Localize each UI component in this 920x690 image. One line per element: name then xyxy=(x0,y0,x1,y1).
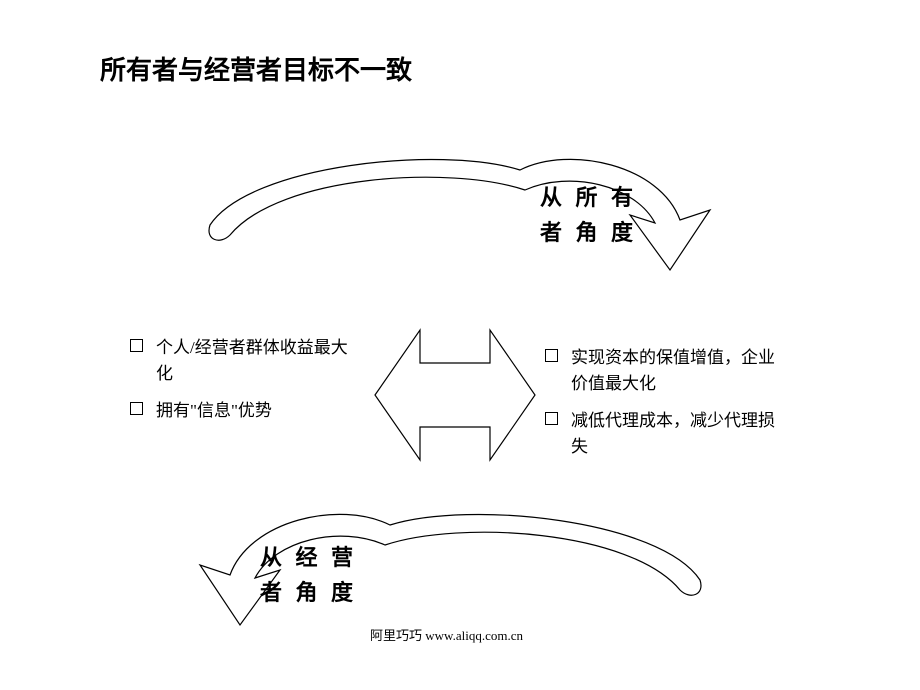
center-double-arrow xyxy=(375,330,535,460)
operator-perspective-label: 从 经 营 者 角 度 xyxy=(260,540,357,610)
list-item: 拥有"信息"优势 xyxy=(130,398,360,424)
list-item: 实现资本的保值增值，企业价值最大化 xyxy=(545,345,785,398)
operator-goals-ul: 个人/经营者群体收益最大化 拥有"信息"优势 xyxy=(130,335,360,424)
operator-label-line2: 者 角 度 xyxy=(260,580,357,605)
owner-goals-list: 实现资本的保值增值，企业价值最大化 减低代理成本，减少代理损失 xyxy=(545,345,785,470)
operator-label-line1: 从 经 营 xyxy=(260,545,357,570)
owner-perspective-label: 从 所 有 者 角 度 xyxy=(540,180,637,250)
owner-goals-ul: 实现资本的保值增值，企业价值最大化 减低代理成本，减少代理损失 xyxy=(545,345,785,460)
list-item: 减低代理成本，减少代理损失 xyxy=(545,408,785,461)
owner-label-line2: 者 角 度 xyxy=(540,220,637,245)
list-item: 个人/经营者群体收益最大化 xyxy=(130,335,360,388)
top-curved-arrow xyxy=(190,155,720,275)
slide-title: 所有者与经营者目标不一致 xyxy=(100,50,412,87)
operator-goals-list: 个人/经营者群体收益最大化 拥有"信息"优势 xyxy=(130,335,360,434)
footer-credit: 阿里巧巧 www.aliqq.com.cn xyxy=(370,625,523,644)
owner-label-line1: 从 所 有 xyxy=(540,185,637,210)
